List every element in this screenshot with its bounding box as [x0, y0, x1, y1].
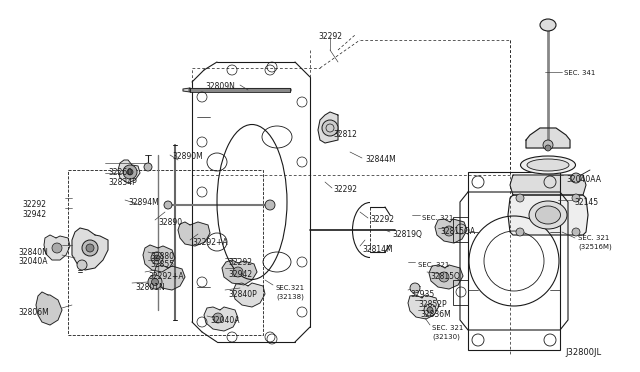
Text: SEC.321: SEC.321	[276, 285, 305, 291]
Text: 32819Q: 32819Q	[392, 230, 422, 239]
Polygon shape	[143, 245, 175, 272]
Ellipse shape	[540, 19, 556, 31]
Text: 32855: 32855	[150, 260, 174, 269]
Circle shape	[427, 307, 433, 313]
Text: SEC. 321: SEC. 321	[418, 262, 449, 268]
Text: 32260: 32260	[108, 168, 132, 177]
Bar	[68, 170, 263, 335]
Text: (32130): (32130)	[432, 333, 460, 340]
Circle shape	[213, 313, 223, 323]
Text: 32040AA: 32040AA	[566, 175, 601, 184]
Text: 32815Q: 32815Q	[430, 272, 460, 281]
Circle shape	[82, 240, 98, 256]
Polygon shape	[435, 219, 467, 243]
Text: 32840P: 32840P	[228, 290, 257, 299]
Text: SEC. 321: SEC. 321	[432, 325, 463, 331]
Circle shape	[123, 165, 137, 179]
Bar	[453, 217, 468, 242]
Circle shape	[265, 200, 275, 210]
Circle shape	[164, 201, 172, 209]
Text: J32800JL: J32800JL	[565, 348, 601, 357]
Circle shape	[545, 145, 551, 151]
Polygon shape	[222, 260, 257, 285]
Text: 32292+A: 32292+A	[192, 238, 228, 247]
Text: 32040A: 32040A	[210, 316, 239, 325]
Polygon shape	[154, 265, 185, 290]
Text: 32815QA: 32815QA	[440, 227, 475, 236]
Circle shape	[410, 283, 420, 293]
Bar	[453, 280, 468, 305]
Text: 32809N: 32809N	[205, 82, 235, 91]
Text: 32145: 32145	[574, 198, 598, 207]
Circle shape	[424, 304, 436, 316]
Polygon shape	[408, 295, 439, 319]
Text: 32292: 32292	[228, 258, 252, 267]
Text: 32292: 32292	[22, 200, 46, 209]
Text: 32935: 32935	[410, 290, 435, 299]
Text: 32292: 32292	[318, 32, 342, 41]
Bar	[468, 172, 560, 350]
Polygon shape	[526, 128, 570, 148]
Text: 32814M: 32814M	[362, 245, 392, 254]
Circle shape	[152, 279, 159, 285]
Text: 32812: 32812	[333, 130, 357, 139]
Circle shape	[571, 173, 581, 183]
Text: 32840N: 32840N	[18, 248, 48, 257]
Circle shape	[52, 243, 62, 253]
Circle shape	[154, 255, 160, 261]
Circle shape	[148, 275, 162, 289]
Polygon shape	[44, 235, 70, 260]
Circle shape	[572, 228, 580, 236]
Text: 32890M: 32890M	[172, 152, 203, 161]
Ellipse shape	[529, 201, 567, 229]
Text: 32844M: 32844M	[365, 155, 396, 164]
Circle shape	[144, 163, 152, 171]
Circle shape	[86, 244, 94, 252]
Ellipse shape	[536, 206, 561, 224]
Circle shape	[151, 252, 163, 264]
Text: 32836M: 32836M	[420, 310, 451, 319]
Polygon shape	[233, 283, 265, 307]
Circle shape	[439, 272, 449, 282]
Text: SEC. 321: SEC. 321	[422, 215, 453, 221]
Circle shape	[516, 228, 524, 236]
Text: 32040A: 32040A	[18, 257, 47, 266]
Polygon shape	[183, 88, 190, 92]
Ellipse shape	[520, 156, 575, 174]
Polygon shape	[510, 175, 586, 195]
Text: 32292+A: 32292+A	[148, 272, 184, 281]
Circle shape	[444, 226, 454, 236]
Ellipse shape	[527, 159, 569, 171]
Text: 32890: 32890	[158, 218, 182, 227]
Circle shape	[572, 194, 580, 202]
Text: (32516M): (32516M)	[578, 244, 612, 250]
Text: 32880: 32880	[150, 252, 174, 261]
Polygon shape	[72, 228, 108, 270]
Text: 32942: 32942	[22, 210, 46, 219]
Text: 32894M: 32894M	[128, 198, 159, 207]
Text: 32834P: 32834P	[108, 178, 137, 187]
Polygon shape	[204, 307, 238, 331]
Text: (32138): (32138)	[276, 293, 304, 299]
Polygon shape	[36, 292, 62, 325]
Polygon shape	[429, 265, 463, 289]
Circle shape	[322, 120, 338, 136]
Polygon shape	[508, 195, 588, 235]
Circle shape	[127, 169, 133, 175]
Text: SEC. 321: SEC. 321	[578, 235, 609, 241]
Circle shape	[543, 140, 553, 150]
Text: 32292: 32292	[333, 185, 357, 194]
Polygon shape	[318, 112, 338, 143]
Circle shape	[516, 194, 524, 202]
Circle shape	[77, 260, 87, 270]
Polygon shape	[178, 222, 210, 246]
Text: 32852P: 32852P	[418, 300, 447, 309]
Text: SEC. 341: SEC. 341	[564, 70, 595, 76]
Polygon shape	[118, 160, 140, 183]
Text: 32292: 32292	[370, 215, 394, 224]
Circle shape	[233, 267, 243, 277]
Text: 32801N: 32801N	[135, 283, 164, 292]
Text: 32942: 32942	[228, 270, 252, 279]
Text: 32806M: 32806M	[18, 308, 49, 317]
